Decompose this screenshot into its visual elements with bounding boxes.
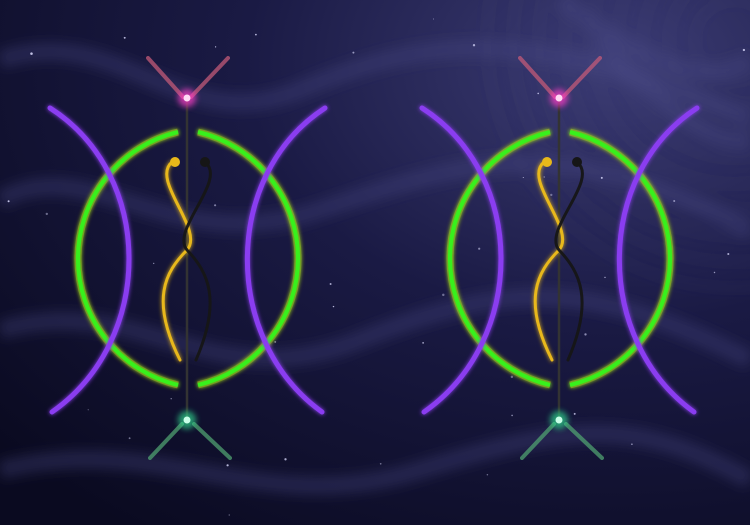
star: [228, 514, 230, 516]
star: [226, 464, 229, 467]
star: [284, 458, 287, 461]
serpent-dark-head: [200, 157, 210, 167]
star: [422, 342, 424, 344]
top-node: [183, 94, 191, 102]
right-sigil: [390, 56, 732, 460]
star: [537, 92, 539, 95]
background-ripple: [563, 0, 750, 212]
star: [170, 398, 172, 400]
background-ripple: [615, 0, 750, 160]
star: [45, 212, 48, 216]
background-swirl: [0, 154, 750, 238]
left-sigil: [18, 56, 360, 460]
star: [329, 283, 332, 285]
star: [214, 204, 217, 207]
star: [442, 293, 445, 297]
star: [550, 193, 553, 197]
serpent-gold-head: [542, 157, 552, 167]
top-tick-left: [518, 56, 557, 99]
star: [87, 409, 89, 411]
ring-left-arc: [448, 130, 551, 387]
bottom-tick-left: [520, 422, 556, 460]
crescent-left: [419, 105, 504, 415]
background-ripple: [589, 0, 750, 186]
serpent-dark: [182, 160, 212, 362]
star: [543, 176, 545, 178]
crescent-left: [47, 105, 132, 415]
star: [30, 52, 33, 55]
star: [631, 443, 633, 446]
star: [379, 462, 382, 465]
serpent-dark: [554, 160, 584, 362]
star: [432, 18, 435, 20]
star: [486, 474, 489, 476]
background-swirl: [0, 39, 750, 129]
ring-right-arc: [197, 130, 300, 387]
crescent-right: [244, 105, 328, 415]
bottom-node: [555, 416, 563, 424]
bottom-tick-right: [564, 422, 604, 460]
star: [352, 51, 355, 54]
background-swirl: [554, 0, 750, 81]
background-swirl: [0, 424, 750, 495]
star: [742, 48, 746, 52]
star: [128, 437, 131, 440]
top-tick-right: [189, 56, 230, 99]
star: [274, 340, 277, 343]
background-ripple: [667, 0, 750, 108]
background-ripple: [693, 0, 750, 82]
star: [673, 199, 676, 203]
star: [153, 262, 155, 265]
star: [214, 46, 217, 48]
star: [510, 375, 514, 379]
bottom-tick-right: [192, 422, 232, 460]
star: [600, 176, 603, 179]
background-ripple: [537, 0, 750, 238]
background-swirl: [593, 34, 750, 151]
star: [332, 305, 335, 308]
bottom-node: [183, 416, 191, 424]
star: [478, 247, 481, 250]
background-ripple: [485, 0, 750, 290]
star: [7, 200, 10, 203]
star: [573, 412, 576, 415]
star: [255, 33, 257, 36]
background-ripple: [511, 0, 750, 264]
top-tick-left: [146, 56, 185, 99]
star: [713, 271, 716, 274]
star-field: [7, 18, 746, 516]
star: [472, 44, 476, 47]
background-ripple: [641, 0, 750, 134]
star: [584, 333, 587, 336]
serpent-gold-head: [170, 157, 180, 167]
serpent-dark-head: [572, 157, 582, 167]
ring-right-arc: [569, 130, 672, 387]
top-tick-right: [561, 56, 602, 99]
crescent-right: [616, 105, 700, 415]
star: [123, 36, 126, 39]
star: [522, 176, 524, 179]
star: [604, 276, 606, 279]
star: [511, 414, 513, 417]
top-node: [555, 94, 563, 102]
ring-left-arc: [76, 130, 179, 387]
star: [727, 252, 730, 256]
bottom-tick-left: [148, 422, 184, 460]
